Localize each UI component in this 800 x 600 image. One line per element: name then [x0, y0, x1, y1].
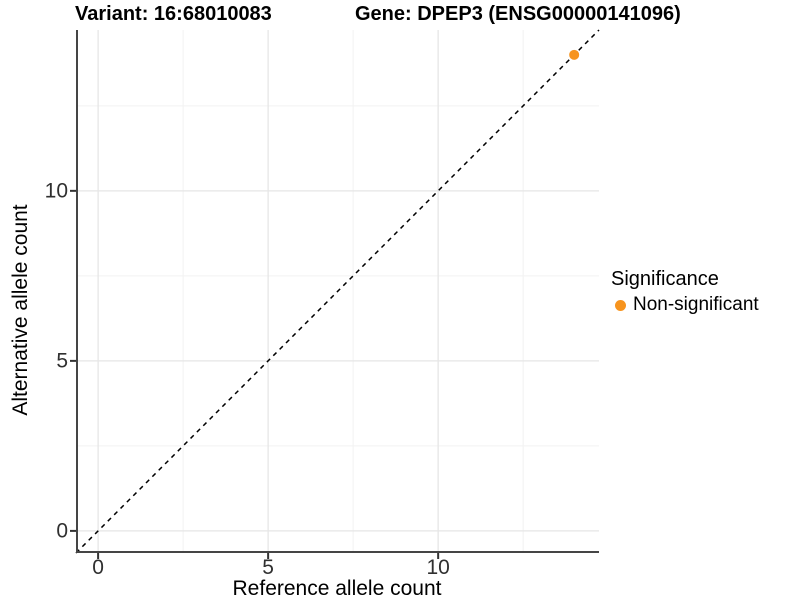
- x-axis-title: Reference allele count: [232, 577, 442, 600]
- legend-item: Non-significant: [611, 294, 759, 316]
- y-tick-label: 0: [56, 519, 68, 543]
- x-tick-label: 10: [426, 556, 450, 579]
- plot-panel: [70, 29, 600, 559]
- y-tick-label: 5: [56, 349, 68, 373]
- legend-item-label: Non-significant: [633, 294, 759, 315]
- y-axis-title: Alternative allele count: [9, 204, 32, 416]
- x-tick-label: 0: [92, 556, 104, 579]
- plot-svg: [70, 29, 600, 559]
- x-tick-label: 5: [262, 556, 274, 579]
- legend-title: Significance: [611, 268, 719, 290]
- y-tick-label: 10: [44, 179, 68, 203]
- legend: Significance Non-significant: [611, 268, 759, 316]
- variant-title: Variant: 16:68010083: [75, 3, 272, 25]
- gene-title: Gene: DPEP3 (ENSG00000141096): [355, 3, 681, 25]
- legend-point-icon: [615, 299, 626, 311]
